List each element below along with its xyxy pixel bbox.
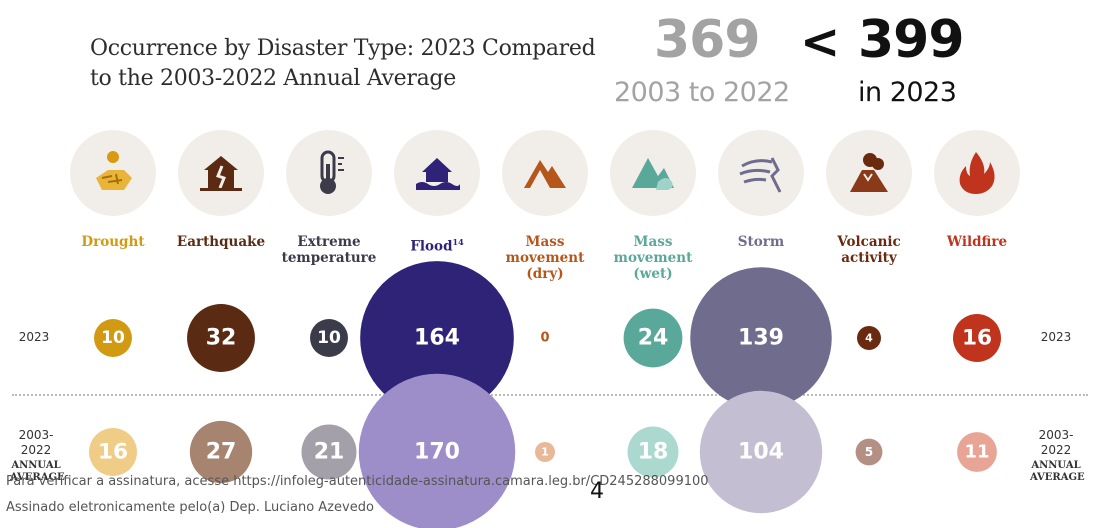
comparison-symbol: < — [800, 14, 841, 70]
bubble-value-label: 0 — [540, 331, 549, 346]
drought-icon — [70, 130, 156, 216]
category-label: Drought — [58, 234, 168, 250]
row-label-line: ANNUAL — [11, 460, 61, 471]
category-label: Flood14 — [382, 234, 492, 255]
bubble-value-label: 170 — [414, 440, 460, 465]
category-label-line: movement — [613, 250, 693, 266]
category-label-line: Extreme — [297, 234, 361, 250]
category-label-line: temperature — [281, 250, 377, 266]
bubble-value-label: 18 — [638, 440, 669, 465]
category-label: Earthquake — [166, 234, 276, 250]
chart-title: Occurrence by Disaster Type: 2023 Compar… — [90, 34, 630, 94]
category-label: Volcanic activity — [814, 234, 924, 266]
thermometer-icon — [286, 130, 372, 216]
bubble-value-label: 10 — [317, 328, 341, 348]
page-number: 4 — [590, 479, 604, 504]
mountain-dry-icon — [502, 130, 588, 216]
category-label-line: activity — [841, 250, 897, 266]
bubble-value-label: 104 — [738, 440, 784, 465]
footnote-marker: 14 — [452, 237, 464, 247]
bubble — [957, 432, 997, 472]
category-label-line: Flood14 — [410, 237, 464, 255]
bubble — [89, 428, 137, 476]
bubble-value-label: 164 — [414, 326, 460, 351]
bubble — [690, 267, 832, 409]
bubble — [535, 442, 555, 462]
bubble — [358, 373, 516, 528]
volcano-icon — [826, 130, 912, 216]
category-label-line: movement — [505, 250, 585, 266]
current-total-label: in 2023 — [858, 77, 957, 108]
bubble — [699, 390, 823, 514]
category-label-line: Storm — [737, 234, 785, 250]
title-line-1: Occurrence by Disaster Type: 2023 Compar… — [90, 36, 596, 61]
flood-icon — [394, 130, 480, 216]
bubble-value-label: 10 — [101, 328, 125, 348]
signature-verification-text: Para verificar a assinatura, acesse http… — [6, 474, 709, 489]
average-total-label: 2003 to 2022 — [614, 77, 790, 108]
category-label-line: Mass — [633, 234, 673, 250]
row-label-line: 2022 — [20, 443, 52, 457]
category-label-line: Volcanic — [837, 234, 901, 250]
average-total: 369 — [654, 10, 761, 70]
category-label-line: (dry) — [526, 266, 564, 282]
bubble — [623, 308, 683, 368]
storm-icon — [718, 130, 804, 216]
row-label-average-right: 2003- 2022 ANNUAL AVERAGE — [1030, 428, 1085, 484]
row-label-line: ANNUAL — [1031, 460, 1081, 471]
category-label: Mass movement (dry) — [490, 234, 600, 282]
bubble — [855, 438, 883, 466]
earthquake-icon — [178, 130, 264, 216]
row-label-average-left: 2003- 2022 ANNUAL AVERAGE — [10, 428, 65, 484]
signature-signer-text: Assinado eletronicamente pelo(a) Dep. Lu… — [6, 500, 374, 515]
title-line-2: to the 2003-2022 Annual Average — [90, 66, 456, 91]
bubble — [187, 304, 255, 372]
row-label-line: 2022 — [1040, 443, 1072, 457]
bubble-value-label: 21 — [314, 440, 345, 465]
current-total: 399 — [858, 10, 965, 70]
row-label-line: AVERAGE — [1030, 472, 1085, 483]
bubble — [301, 424, 357, 480]
row-divider — [12, 394, 1088, 396]
category-label: Wildfire — [922, 234, 1032, 250]
fire-icon — [934, 130, 1020, 216]
bubble — [953, 314, 1001, 362]
bubble-value-label: 11 — [965, 442, 990, 463]
row-label-2023-left: 2023 — [18, 330, 50, 344]
category-label: Storm — [706, 234, 816, 250]
bubble — [627, 426, 679, 478]
category-label-line: Mass — [525, 234, 565, 250]
bubble — [310, 319, 348, 357]
category-label: Mass movement (wet) — [598, 234, 708, 282]
category-label-line: (wet) — [633, 266, 673, 282]
bubble — [360, 261, 514, 415]
bubble-value-label: 27 — [206, 440, 237, 465]
bubble-value-label: 16 — [962, 326, 992, 351]
category-label-line: Earthquake — [176, 234, 266, 250]
bubble — [94, 319, 132, 357]
bubble-value-label: 5 — [865, 445, 873, 459]
category-label: Extreme temperature — [274, 234, 384, 266]
row-label-line: AVERAGE — [10, 472, 65, 483]
bubble-value-label: 4 — [865, 332, 873, 345]
bubble-value-label: 16 — [98, 440, 128, 465]
row-label-2023-right: 2023 — [1040, 330, 1072, 344]
row-label-line: 2003- — [1038, 428, 1074, 442]
bubble-value-label: 24 — [638, 326, 669, 351]
category-label-line: Drought — [81, 234, 145, 250]
bubble — [189, 420, 253, 484]
bubble — [857, 326, 881, 350]
bubble-value-label: 1 — [541, 446, 549, 459]
mountain-wet-icon — [610, 130, 696, 216]
bubble-value-label: 32 — [206, 326, 237, 351]
row-label-line: 2003- — [18, 428, 54, 442]
bubble-value-label: 139 — [738, 326, 784, 351]
category-label-line: Wildfire — [946, 234, 1008, 250]
